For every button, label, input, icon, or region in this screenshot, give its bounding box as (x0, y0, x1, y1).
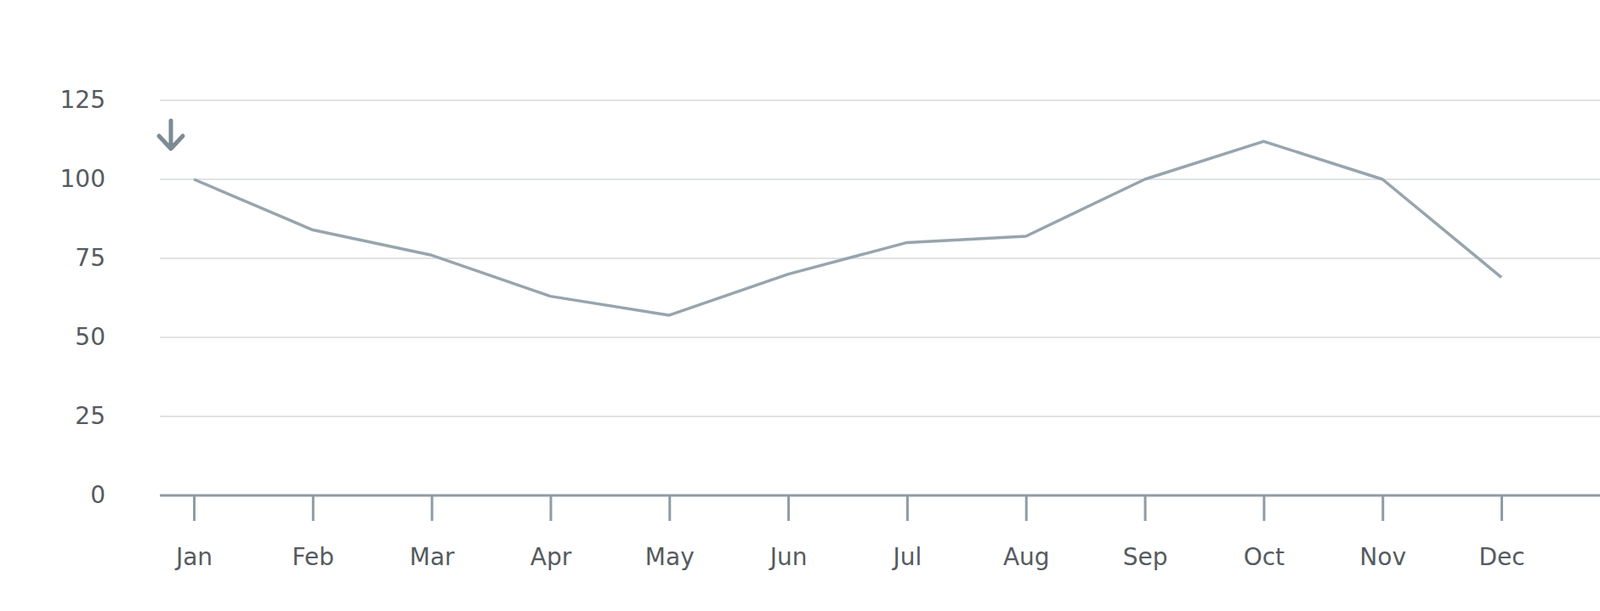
x-tick-mark (1500, 495, 1504, 522)
x-tick-label: Mar (409, 543, 455, 572)
y-tick: 0 (90, 481, 106, 510)
x-tick-mark (668, 495, 671, 522)
x-tick-label: Jun (768, 543, 808, 572)
x-tick-label: Nov (1359, 543, 1407, 572)
y-tick-label: 100 (60, 164, 106, 193)
chart: 0 25 50 75 100 125 Jan Feb Mar Apr May Jun Jul Aug Sep… (0, 0, 1600, 611)
x-tick-label: Apr (530, 543, 573, 572)
x-tick-mark (906, 495, 909, 522)
x-tick: Aug (1003, 495, 1050, 572)
plot-area (193, 141, 1502, 316)
y-tick: 25 (74, 402, 106, 431)
x-tick-label: Feb (292, 543, 335, 572)
x-tick-mark (1144, 495, 1147, 522)
x-tick-mark (549, 495, 552, 522)
x-tick-mark (192, 495, 196, 522)
x-tick-mark (787, 495, 790, 522)
x-tick-label: Sep (1123, 543, 1169, 572)
x-tick: Sep (1123, 495, 1169, 572)
x-tick-mark (1381, 495, 1385, 522)
x-axis: Jan Feb Mar Apr May Jun Jul Aug Sep Oct Nov Dec (159, 495, 1600, 572)
x-tick: Jul (891, 495, 923, 572)
y-tick: 100 (60, 164, 106, 193)
x-tick-mark (1025, 495, 1028, 522)
x-tick: Feb (292, 495, 335, 572)
line (193, 141, 1502, 316)
x-tick-mark (312, 495, 315, 522)
arrow-icon (158, 120, 183, 149)
x-tick: Nov (1359, 495, 1407, 572)
y-tick-label: 75 (74, 243, 106, 273)
y-tick: 50 (74, 323, 106, 352)
y-tick-label: 50 (74, 323, 106, 352)
grid-line (159, 415, 1600, 418)
y-axis: 0 25 50 75 100 125 (60, 85, 107, 510)
y-tick-label: 125 (60, 85, 106, 114)
y-tick: 75 (74, 243, 106, 273)
x-tick-label: May (645, 543, 695, 572)
x-tick: Dec (1478, 495, 1525, 572)
x-tick: May (645, 495, 695, 572)
x-tick: Oct (1243, 495, 1285, 572)
x-tick-mark (1262, 495, 1266, 522)
y-tick: 125 (60, 85, 106, 114)
x-tick-label: Dec (1478, 543, 1525, 572)
x-tick: Jun (768, 495, 808, 572)
x-tick-label: Jan (174, 543, 213, 572)
y-tick-label: 0 (90, 481, 106, 510)
grid-line (159, 336, 1600, 339)
x-tick-label: Oct (1243, 543, 1285, 572)
x-tick-label: Jul (891, 543, 923, 572)
y-tick-label: 25 (74, 402, 106, 431)
y-axis-line (105, 101, 107, 497)
grid-line (159, 99, 1600, 102)
grid (159, 100, 1600, 496)
x-tick: Jan (174, 495, 213, 572)
x-tick: Mar (409, 495, 455, 572)
grid-line (159, 257, 1600, 260)
x-tick: Apr (530, 495, 573, 572)
x-tick-label: Aug (1003, 543, 1050, 572)
x-tick-mark (431, 495, 434, 522)
